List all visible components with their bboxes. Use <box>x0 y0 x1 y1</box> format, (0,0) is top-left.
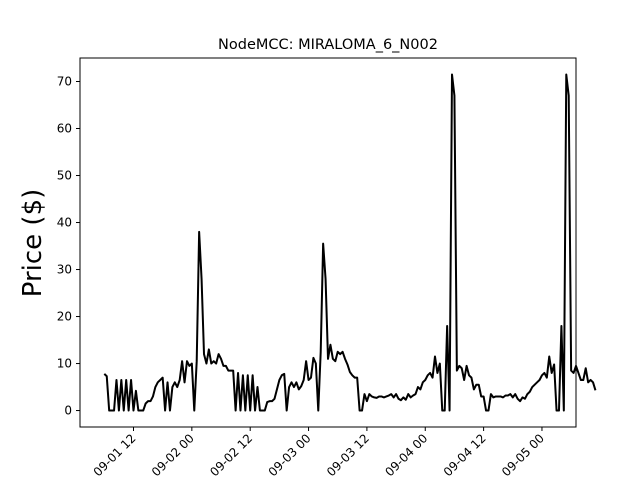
y-tick-label: 0 <box>64 404 72 418</box>
y-tick-label: 20 <box>57 310 72 324</box>
x-tick-label: 09-03 00 <box>266 431 314 479</box>
x-tick-label: 09-04 00 <box>382 431 430 479</box>
y-tick-label: 40 <box>57 216 72 230</box>
x-tick-label: 09-04 12 <box>441 431 489 479</box>
x-tick-label: 09-02 00 <box>149 431 197 479</box>
y-tick-label: 10 <box>57 357 72 371</box>
x-tick-label: 09-02 12 <box>207 431 255 479</box>
y-tick-label: 50 <box>57 169 72 183</box>
x-tick-label: 09-05 00 <box>499 431 547 479</box>
y-tick-label: 70 <box>57 75 72 89</box>
y-axis-label: Price ($) <box>18 189 48 298</box>
chart-title: NodeMCC: MIRALOMA_6_N002 <box>218 37 438 53</box>
plot-frame <box>79 57 577 428</box>
x-tick-label: 09-01 12 <box>91 431 139 479</box>
x-tick-label: 09-03 12 <box>324 431 372 479</box>
y-axis-ticks: 0 10 20 30 40 50 60 70 <box>57 75 80 418</box>
y-tick-label: 30 <box>57 263 72 277</box>
y-tick-label: 60 <box>57 122 72 136</box>
price-series-line <box>103 73 597 412</box>
x-axis-ticks: 09-01 12 09-02 00 09-02 12 09-03 00 09-03 12… <box>91 427 547 479</box>
